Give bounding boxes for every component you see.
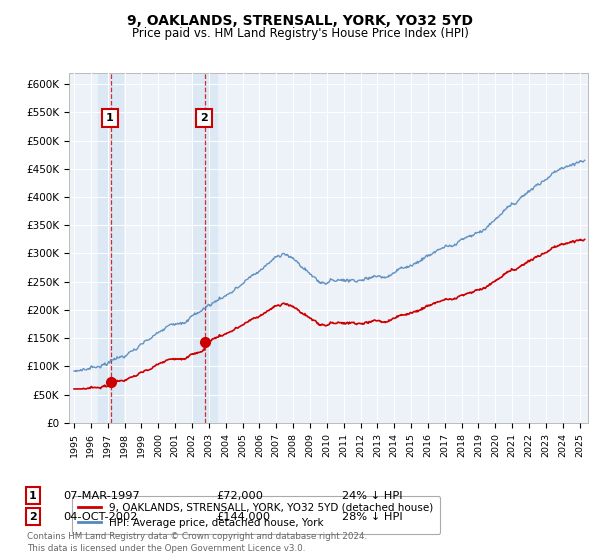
Text: Price paid vs. HM Land Registry's House Price Index (HPI): Price paid vs. HM Land Registry's House … <box>131 27 469 40</box>
Bar <box>192 73 217 423</box>
Text: £72,000: £72,000 <box>216 491 263 501</box>
Text: 1: 1 <box>106 113 114 123</box>
Text: 2: 2 <box>200 113 208 123</box>
Text: 07-MAR-1997: 07-MAR-1997 <box>63 491 140 501</box>
Text: £144,000: £144,000 <box>216 512 270 522</box>
Text: 04-OCT-2002: 04-OCT-2002 <box>63 512 137 522</box>
Text: 2: 2 <box>29 512 37 522</box>
Text: 1: 1 <box>29 491 37 501</box>
Bar <box>98 73 124 423</box>
Text: Contains HM Land Registry data © Crown copyright and database right 2024.
This d: Contains HM Land Registry data © Crown c… <box>27 533 367 553</box>
Text: 28% ↓ HPI: 28% ↓ HPI <box>342 512 403 522</box>
Text: 24% ↓ HPI: 24% ↓ HPI <box>342 491 403 501</box>
Text: 9, OAKLANDS, STRENSALL, YORK, YO32 5YD: 9, OAKLANDS, STRENSALL, YORK, YO32 5YD <box>127 14 473 28</box>
Legend: 9, OAKLANDS, STRENSALL, YORK, YO32 5YD (detached house), HPI: Average price, det: 9, OAKLANDS, STRENSALL, YORK, YO32 5YD (… <box>71 496 440 534</box>
